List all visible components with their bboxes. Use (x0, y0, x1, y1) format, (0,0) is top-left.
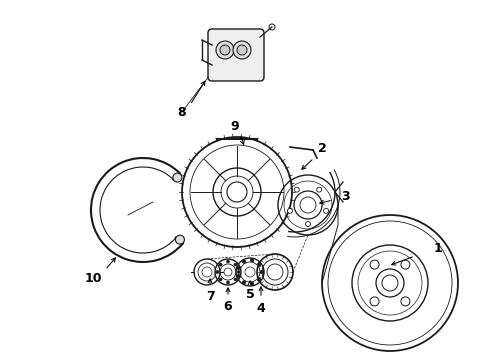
Circle shape (233, 41, 251, 59)
Circle shape (173, 173, 182, 182)
Circle shape (242, 260, 246, 264)
Circle shape (237, 274, 241, 278)
Circle shape (220, 45, 230, 55)
Circle shape (305, 221, 311, 226)
Circle shape (219, 263, 222, 266)
Circle shape (234, 263, 237, 266)
Circle shape (317, 187, 321, 192)
Text: 6: 6 (224, 301, 232, 314)
FancyBboxPatch shape (208, 29, 264, 81)
Circle shape (257, 278, 261, 282)
Circle shape (216, 41, 234, 59)
Text: 9: 9 (231, 120, 239, 132)
Circle shape (257, 262, 261, 266)
Circle shape (237, 266, 241, 270)
Circle shape (237, 270, 240, 274)
Circle shape (250, 258, 254, 262)
Circle shape (175, 235, 184, 244)
Text: 2: 2 (318, 141, 326, 154)
Text: 4: 4 (257, 302, 266, 315)
Circle shape (242, 280, 246, 284)
Text: 7: 7 (206, 289, 215, 302)
Circle shape (219, 278, 222, 281)
Circle shape (288, 208, 293, 213)
Circle shape (250, 282, 254, 285)
Text: 5: 5 (245, 288, 254, 301)
Text: 3: 3 (341, 189, 349, 202)
Circle shape (226, 260, 229, 263)
Circle shape (237, 45, 247, 55)
Circle shape (216, 270, 219, 274)
Text: 1: 1 (434, 242, 442, 255)
Circle shape (226, 281, 229, 284)
Text: 8: 8 (178, 105, 186, 118)
Circle shape (294, 187, 299, 192)
Circle shape (260, 270, 264, 274)
Circle shape (234, 278, 237, 281)
Circle shape (323, 208, 329, 213)
Text: 10: 10 (84, 271, 102, 284)
